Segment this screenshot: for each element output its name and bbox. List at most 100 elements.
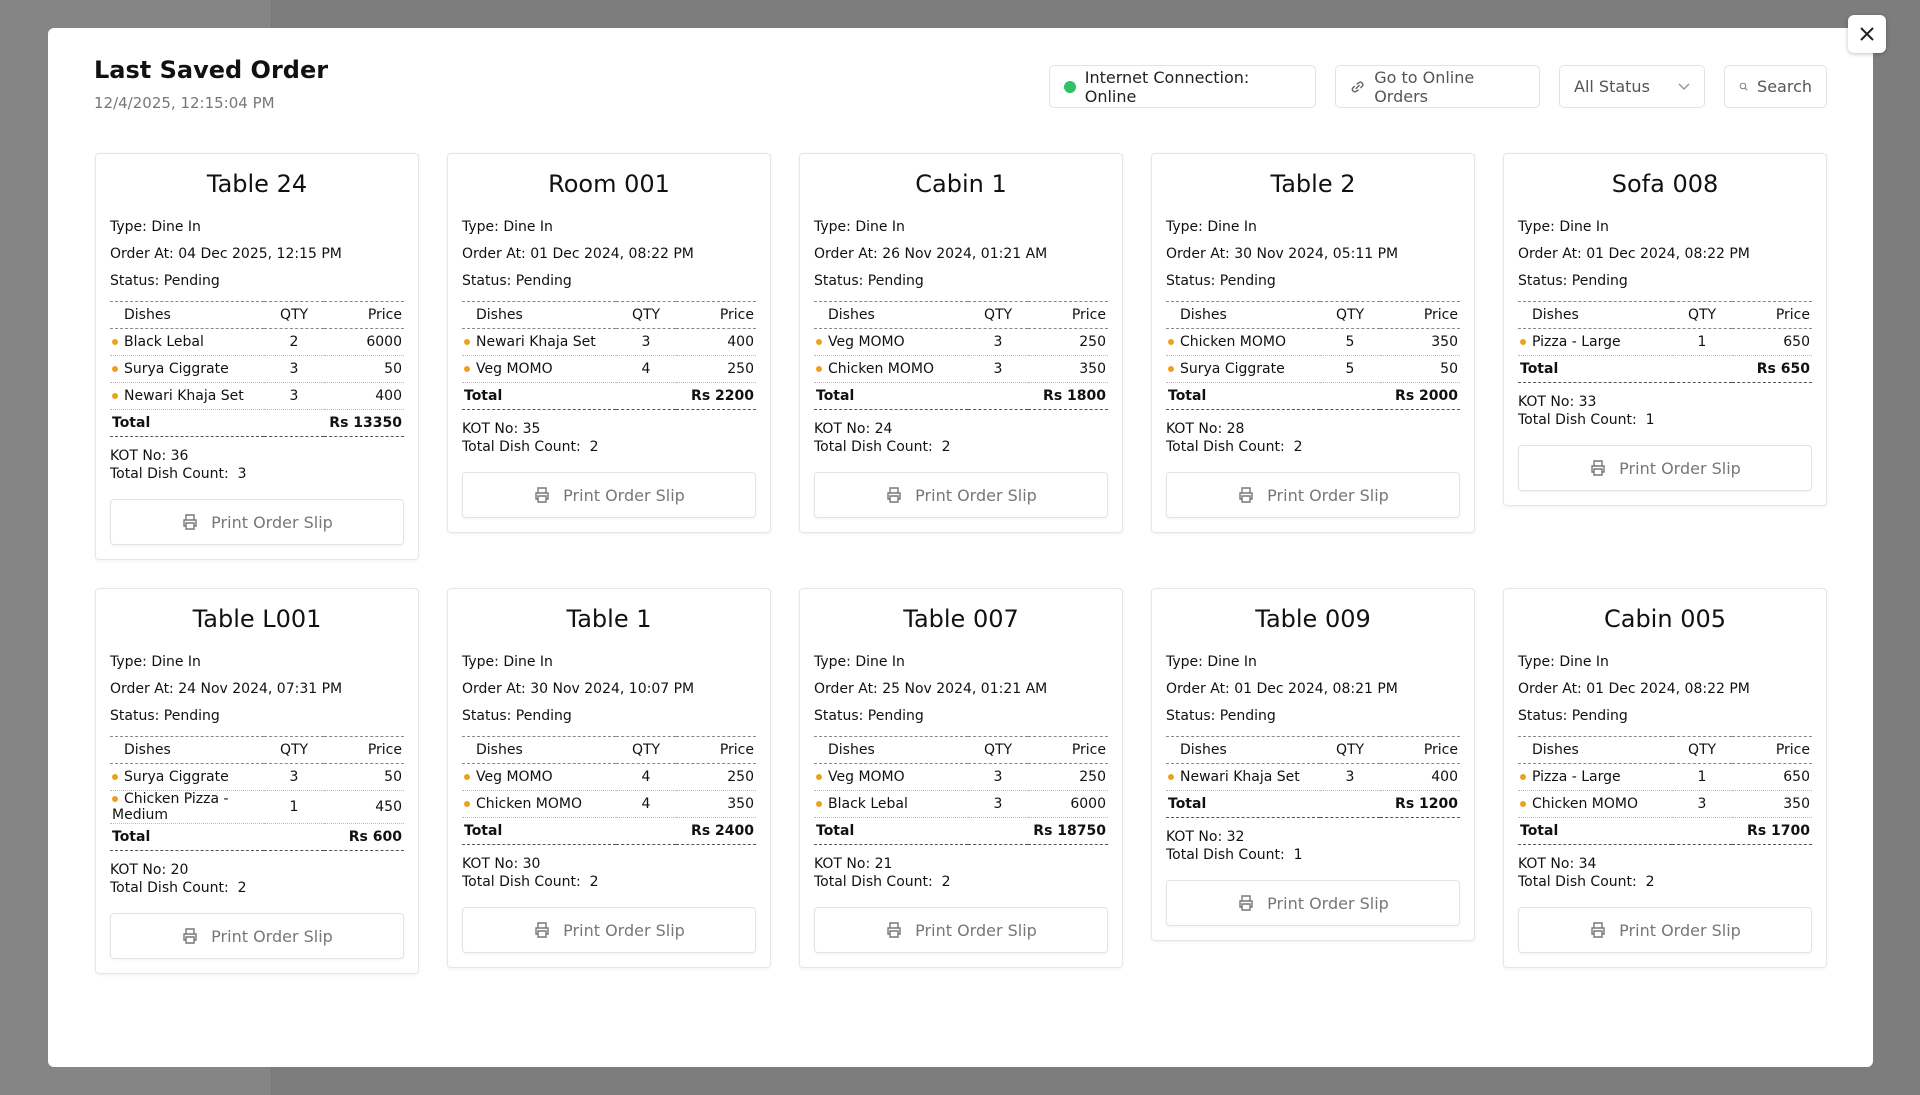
card-title: Room 001 <box>548 170 670 198</box>
card-title: Sofa 008 <box>1611 170 1719 198</box>
bullet <box>1168 366 1174 372</box>
print-button[interactable]: Print Order Slip <box>1518 445 1812 491</box>
header-price: Price <box>1028 736 1108 764</box>
header-qty: QTY <box>1672 736 1732 764</box>
kot-number: KOT No: 35 <box>462 421 541 437</box>
link-icon <box>1351 81 1364 92</box>
order-type: Type: Dine In <box>462 654 553 670</box>
dish-table: Dishes QTY Price Pizza - Large 1 650 Chicken M… <box>1518 736 1812 845</box>
bullet <box>464 366 470 372</box>
close-button[interactable] <box>1848 15 1886 53</box>
dish-cell: Veg MOMO <box>814 763 968 791</box>
header-qty: QTY <box>616 301 676 329</box>
close-icon <box>1860 27 1874 41</box>
dish-qty: 5 <box>1320 355 1380 383</box>
printer-icon <box>183 928 197 944</box>
order-meta: KOT No: 24 Total Dish Count: 2 <box>814 420 1108 456</box>
print-button[interactable]: Print Order Slip <box>814 907 1108 953</box>
total-row: Total Rs 2000 <box>1166 382 1460 410</box>
dish-cell: Veg MOMO <box>462 763 616 791</box>
dish-cell: Chicken MOMO <box>462 790 616 818</box>
total-row: Total Rs 2200 <box>462 382 756 410</box>
printer-icon <box>1239 895 1253 911</box>
dish-qty: 3 <box>1320 763 1380 791</box>
dish-count: Total Dish Count: 2 <box>1518 874 1655 890</box>
order-card: Sofa 008 Type: Dine In Order At: 01 Dec 20… <box>1503 153 1827 506</box>
dish-name: Pizza - Large <box>1532 769 1621 785</box>
header-price: Price <box>1028 301 1108 329</box>
dish-qty: 1 <box>264 790 324 824</box>
dish-cell: Surya Ciggrate <box>1166 355 1320 383</box>
dish-name: Chicken MOMO <box>828 361 934 377</box>
print-button[interactable]: Print Order Slip <box>1518 907 1812 953</box>
status-select[interactable]: All Status <box>1559 65 1705 108</box>
order-meta: KOT No: 28 Total Dish Count: 2 <box>1166 420 1460 456</box>
print-button[interactable]: Print Order Slip <box>462 907 756 953</box>
print-button[interactable]: Print Order Slip <box>462 472 756 518</box>
kot-number: KOT No: 28 <box>1166 421 1245 437</box>
total-row: Total Rs 13350 <box>110 409 404 437</box>
order-card: Table 2 Type: Dine In Order At: 30 Nov 202… <box>1151 153 1475 533</box>
printer-icon <box>1239 487 1253 503</box>
dish-name: Black Lebal <box>124 334 204 350</box>
total-row: Total Rs 18750 <box>814 817 1108 845</box>
order-status: Status: Pending <box>1166 708 1276 724</box>
print-text: Print Order Slip <box>211 926 333 946</box>
table-header: Dishes QTY Price <box>1518 736 1812 764</box>
search-button[interactable]: Search <box>1724 65 1827 108</box>
header-dishes: Dishes <box>110 736 264 764</box>
dish-name: Chicken Pizza - Medium <box>112 791 229 823</box>
order-type: Type: Dine In <box>110 654 201 670</box>
kot-number: KOT No: 36 <box>110 448 189 464</box>
dish-name: Veg MOMO <box>476 361 553 377</box>
print-button[interactable]: Print Order Slip <box>110 499 404 545</box>
print-button[interactable]: Print Order Slip <box>1166 472 1460 518</box>
header-price: Price <box>676 736 756 764</box>
total-amount: Rs 600 <box>324 823 404 851</box>
header-price: Price <box>1732 736 1812 764</box>
header-qty: QTY <box>968 736 1028 764</box>
total-label: Total <box>814 382 1028 410</box>
order-card: Cabin 005 Type: Dine In Order At: 01 Dec 2… <box>1503 588 1827 968</box>
dish-price: 50 <box>324 763 404 791</box>
dish-cell: Newari Khaja Set <box>1166 763 1320 791</box>
header-qty: QTY <box>264 301 324 329</box>
dish-qty: 3 <box>968 355 1028 383</box>
total-amount: Rs 18750 <box>1028 817 1108 845</box>
order-order-at: Order At: 01 Dec 2024, 08:22 PM <box>462 246 694 262</box>
table-header: Dishes QTY Price <box>1518 301 1812 329</box>
print-button[interactable]: Print Order Slip <box>110 913 404 959</box>
dish-table: Dishes QTY Price Surya Ciggrate 3 50 Chicken P… <box>110 736 404 851</box>
header-price: Price <box>324 301 404 329</box>
kot-number: KOT No: 33 <box>1518 394 1597 410</box>
order-type: Type: Dine In <box>462 219 553 235</box>
order-order-at: Order At: 01 Dec 2024, 08:21 PM <box>1166 681 1398 697</box>
dish-name: Surya Ciggrate <box>1180 361 1285 377</box>
header-price: Price <box>324 736 404 764</box>
dish-qty: 1 <box>1672 763 1732 791</box>
dish-row: Veg MOMO 4 250 <box>462 763 756 791</box>
order-status: Status: Pending <box>814 273 924 289</box>
card-title: Table 1 <box>566 605 652 633</box>
dish-row: Chicken MOMO 4 350 <box>462 790 756 818</box>
dish-cell: Black Lebal <box>814 790 968 818</box>
print-button[interactable]: Print Order Slip <box>1166 880 1460 926</box>
dish-name: Veg MOMO <box>828 769 905 785</box>
bullet <box>464 774 470 780</box>
order-type: Type: Dine In <box>110 219 201 235</box>
print-button[interactable]: Print Order Slip <box>814 472 1108 518</box>
card-title: Table 009 <box>1255 605 1371 633</box>
online-orders-button[interactable]: Go to Online Orders <box>1335 65 1540 108</box>
dish-count: Total Dish Count: 1 <box>1166 847 1303 863</box>
dish-cell: Veg MOMO <box>814 328 968 356</box>
dish-count: Total Dish Count: 2 <box>462 439 599 455</box>
total-row: Total Rs 1800 <box>814 382 1108 410</box>
dish-row: Surya Ciggrate 3 50 <box>110 355 404 383</box>
dish-qty: 3 <box>1672 790 1732 818</box>
bullet <box>816 339 822 345</box>
card-title: Cabin 1 <box>915 170 1007 198</box>
dish-row: Surya Ciggrate 5 50 <box>1166 355 1460 383</box>
dish-row: Chicken Pizza - Medium 1 450 <box>110 790 404 824</box>
dish-price: 250 <box>1028 763 1108 791</box>
order-status: Status: Pending <box>462 708 572 724</box>
